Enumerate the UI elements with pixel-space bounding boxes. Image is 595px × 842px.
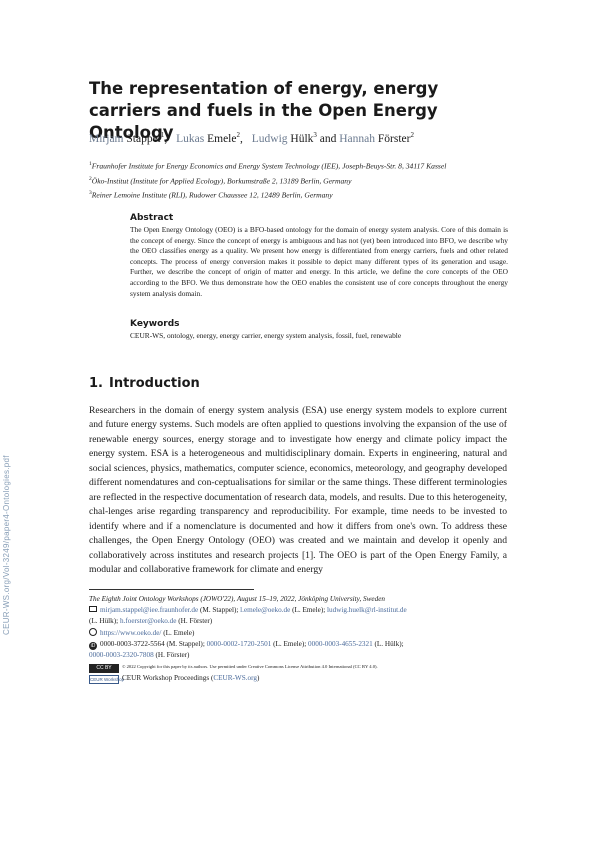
email-link[interactable]: l.emele@oeko.de xyxy=(240,606,291,615)
section-title: Introduction xyxy=(108,376,200,391)
email-line-2: (L. Hülk); h.foerster@oeko.de (H. Förste… xyxy=(89,617,213,626)
orcid-link[interactable]: 0000-0003-3722-5564 xyxy=(100,639,165,648)
affiliation: 3Reiner Lemoine Institute (RLI), Rudower… xyxy=(89,190,333,200)
keywords-text: CEUR-WS, ontology, energy, energy carrie… xyxy=(130,331,402,340)
email-link[interactable]: ludwig.huelk@rl-institut.de xyxy=(327,606,407,615)
paper-title: The representation of energy, energy car… xyxy=(89,79,439,142)
affiliation: 1Fraunhofer Institute for Energy Economi… xyxy=(89,161,447,171)
cc-license-badge: CC BY xyxy=(89,664,119,674)
abstract-heading: Abstract xyxy=(130,213,174,223)
ceur-logo: CEUR Workshop xyxy=(89,675,125,685)
web-line: https://www.oeko.de/ (L. Emele) xyxy=(89,627,509,639)
author: Mirjam Stappel1, xyxy=(89,131,168,145)
body-paragraph: Researchers in the domain of energy syst… xyxy=(89,405,507,575)
copyright-text: © 2022 Copyright for this paper by its a… xyxy=(122,664,378,670)
orcid-link[interactable]: 0000-0003-4655-2321 xyxy=(308,639,373,648)
web-link[interactable]: https://www.oeko.de/ xyxy=(100,628,162,637)
orcid-link[interactable]: 0000-0003-2320-7808 xyxy=(89,651,154,660)
proceedings-link[interactable]: CEUR-WS.org xyxy=(213,674,257,683)
author: Hannah Förster2 xyxy=(339,131,414,145)
section-heading: 1. Introduction xyxy=(89,376,200,391)
email-link[interactable]: mirjam.stappel@iee.fraunhofer.de xyxy=(100,606,199,615)
footnotes: The Eighth Joint Ontology Workshops (JOW… xyxy=(89,594,509,685)
orcid-link[interactable]: 0000-0002-1720-2501 xyxy=(206,639,272,648)
abstract: Abstract The Open Energy Ontology (OEO) … xyxy=(130,213,508,299)
orcid-icon: iD xyxy=(89,641,97,650)
orcid-line: iD 0000-0003-3722-5564 (M. Stappel); 0000… xyxy=(89,639,404,650)
author-list: Mirjam Stappel1, Lukas Emele2, Ludwig Hü… xyxy=(89,131,414,145)
author: Lukas Emele2, xyxy=(176,131,243,145)
footnote-rule xyxy=(89,589,254,590)
keywords: Keywords CEUR-WS, ontology, energy, ener… xyxy=(130,319,508,342)
side-identifier: CEUR-WS.org/Vol-3249/paper4-Ontologies.p… xyxy=(2,455,11,635)
section-number: 1. xyxy=(89,376,103,391)
orcid-line-2: 0000-0003-2320-7808 (H. Förster) xyxy=(89,651,190,660)
affiliation: 2Öko-Institut (Institute for Applied Eco… xyxy=(89,175,352,186)
globe-icon xyxy=(89,627,97,636)
proceedings-line: CEUR WorkshopCEUR Workshop Proceedings (… xyxy=(89,674,260,685)
conference-note: The Eighth Joint Ontology Workshops (JOW… xyxy=(89,595,385,603)
email-icon xyxy=(89,606,97,613)
copyright-line: CC BY © 2022 Copyright for this paper by … xyxy=(89,661,509,674)
author-and: and xyxy=(319,132,337,145)
author: Ludwig Hülk3 xyxy=(251,131,317,145)
email-line: mirjam.stappel@iee.fraunhofer.de (M. Sta… xyxy=(89,605,509,616)
keywords-heading: Keywords xyxy=(130,319,180,329)
email-link[interactable]: h.foerster@oeko.de xyxy=(119,617,177,626)
abstract-text: The Open Energy Ontology (OEO) is a BFO-… xyxy=(130,225,508,298)
proceedings-name: CEUR Workshop Proceedings xyxy=(122,674,210,683)
affiliations: 1Fraunhofer Institute for Energy Economi… xyxy=(89,158,446,202)
